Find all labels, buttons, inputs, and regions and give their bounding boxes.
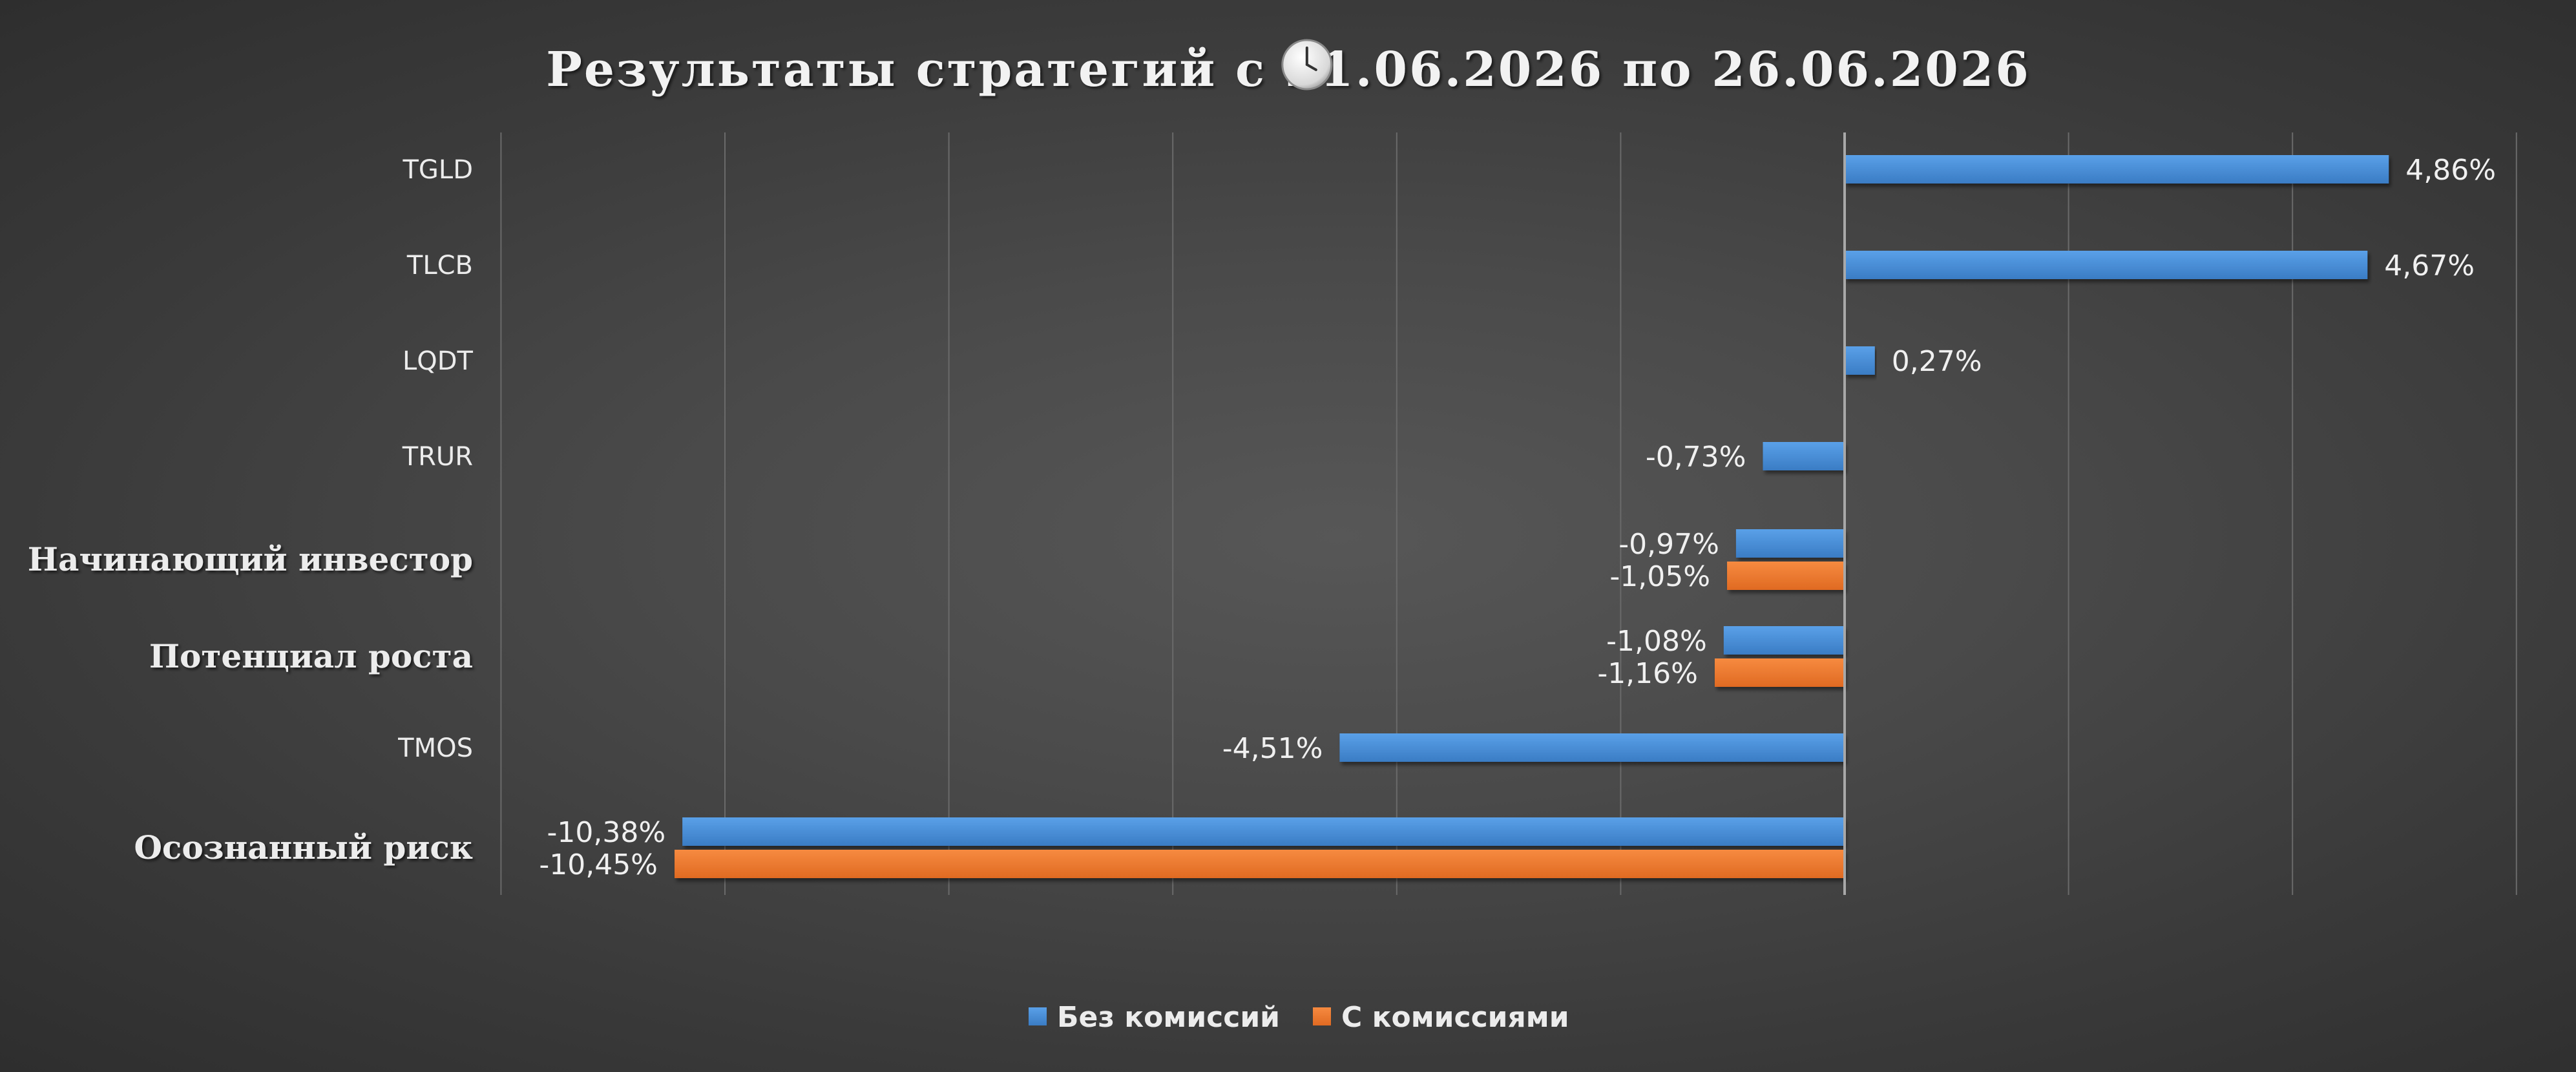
value-labels: 4,86%4,67%0,27%-0,73%-0,97%-1,05%-1,08%-… <box>539 154 2496 881</box>
value-label: -0,73% <box>1646 441 1746 474</box>
value-label: -1,08% <box>1606 625 1707 658</box>
value-label: 4,86% <box>2405 154 2496 187</box>
bar-no-commission <box>1723 626 1845 655</box>
category-labels: TGLD TLCB LQDT TRUR Начинающий инвестор Потен… <box>28 155 474 867</box>
category-label: Начинающий инвестор <box>28 540 473 578</box>
clock-hand-hour <box>1305 63 1317 71</box>
bar-no-commission <box>1845 346 1875 375</box>
value-label: -10,38% <box>547 816 665 849</box>
bar-no-commission <box>1763 442 1845 470</box>
bar-no-commission <box>1845 155 2389 184</box>
bar-with-commission <box>1714 658 1845 687</box>
category-label: TMOS <box>397 733 473 763</box>
title-dates: 21.06.2026 по 26.06.2026 <box>1285 42 2031 98</box>
category-label: LQDT <box>403 346 474 376</box>
bar-no-commission <box>1339 733 1845 762</box>
bar-with-commission <box>1727 562 1845 590</box>
legend-swatch-orange <box>1313 1007 1331 1025</box>
bar-no-commission <box>1845 251 2368 279</box>
chart-title: Результаты стратегий с 21.06.2026 по 26.… <box>546 42 2031 98</box>
value-label: 0,27% <box>1892 345 1982 378</box>
value-label: -1,05% <box>1609 560 1710 593</box>
bars <box>675 155 2389 878</box>
category-label: TLCB <box>406 251 473 280</box>
legend-item-with-commission[interactable]: С комиссиями <box>1313 1001 1569 1034</box>
legend: Без комиссий С комиссиями <box>1029 1001 1569 1034</box>
bar-no-commission <box>1735 529 1845 558</box>
svg-text:Результаты стратегий с 21.06.: Результаты стратегий с 21.06.2026 по 26.… <box>546 42 2031 98</box>
category-label: Потенциал роста <box>149 637 473 675</box>
title-prefix: Результаты стратегий с <box>546 42 1285 98</box>
legend-swatch-blue <box>1029 1007 1047 1025</box>
category-label: TRUR <box>402 442 473 472</box>
value-label: -1,16% <box>1597 657 1698 690</box>
legend-item-no-commission[interactable]: Без комиссий <box>1029 1001 1280 1034</box>
legend-label-with-commission: С комиссиями <box>1341 1001 1569 1034</box>
gridlines <box>500 132 2517 895</box>
category-label: TGLD <box>402 155 473 185</box>
value-label: -0,97% <box>1618 528 1719 561</box>
clock-icon <box>1281 39 1333 90</box>
legend-label-no-commission: Без комиссий <box>1057 1001 1280 1034</box>
bar-with-commission <box>675 850 1845 878</box>
value-label: -4,51% <box>1222 732 1323 765</box>
value-label: -10,45% <box>539 848 658 881</box>
category-label: Осознанный риск <box>134 828 473 867</box>
value-label: 4,67% <box>2384 249 2475 282</box>
bar-no-commission <box>682 817 1845 846</box>
